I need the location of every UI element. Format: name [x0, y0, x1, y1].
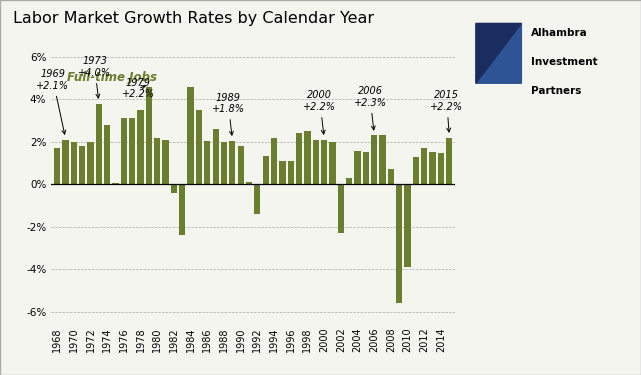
Bar — [213, 129, 219, 184]
Text: Alhambra: Alhambra — [531, 28, 588, 38]
Bar — [162, 140, 169, 184]
Bar — [388, 170, 394, 184]
Text: 1989
+1.8%: 1989 +1.8% — [212, 93, 245, 135]
Text: Investment: Investment — [531, 57, 597, 67]
Bar — [71, 142, 77, 184]
Text: 2015
+2.2%: 2015 +2.2% — [430, 90, 463, 132]
Polygon shape — [476, 23, 521, 83]
Bar — [179, 184, 185, 236]
Bar — [87, 142, 94, 184]
Bar — [146, 87, 152, 184]
Bar — [438, 153, 444, 184]
Text: 2006
+2.3%: 2006 +2.3% — [353, 86, 387, 130]
Bar — [204, 141, 210, 184]
Bar — [254, 184, 260, 214]
Bar — [96, 104, 102, 184]
Bar — [238, 146, 244, 184]
Bar — [429, 152, 436, 184]
Text: 1969
+2.1%: 1969 +2.1% — [37, 69, 69, 134]
Bar — [129, 118, 135, 184]
Text: Labor Market Growth Rates by Calendar Year: Labor Market Growth Rates by Calendar Ye… — [13, 11, 374, 26]
Bar — [187, 87, 194, 184]
Bar — [279, 161, 285, 184]
Bar — [379, 135, 386, 184]
Bar — [304, 131, 310, 184]
Bar — [263, 156, 269, 184]
Bar — [346, 178, 353, 184]
Bar — [329, 142, 336, 184]
Bar — [221, 142, 227, 184]
Bar — [154, 138, 160, 184]
Bar — [288, 161, 294, 184]
Bar — [246, 182, 252, 184]
Bar — [79, 146, 85, 184]
Bar — [296, 133, 302, 184]
Bar — [338, 184, 344, 233]
Bar — [404, 184, 411, 267]
Bar — [62, 140, 69, 184]
Bar — [112, 183, 119, 184]
Bar — [363, 152, 369, 184]
Bar — [137, 110, 144, 184]
Text: Full-time Jobs: Full-time Jobs — [67, 71, 158, 84]
Text: 1979
+2.2%: 1979 +2.2% — [122, 78, 154, 99]
Bar — [446, 138, 453, 184]
Bar — [354, 152, 361, 184]
Bar — [421, 148, 428, 184]
Bar — [196, 110, 202, 184]
Text: 2000
+2.2%: 2000 +2.2% — [303, 90, 337, 134]
Bar — [413, 157, 419, 184]
Bar — [171, 184, 177, 193]
Polygon shape — [476, 23, 521, 83]
Bar — [229, 141, 235, 184]
Bar — [313, 140, 319, 184]
Bar — [396, 184, 403, 303]
Bar — [271, 138, 277, 184]
Bar — [104, 125, 110, 184]
Text: 1973
+4.0%: 1973 +4.0% — [78, 56, 111, 98]
Bar — [321, 140, 328, 184]
Bar — [371, 135, 378, 184]
Bar — [54, 148, 60, 184]
Bar — [121, 118, 127, 184]
Text: Partners: Partners — [531, 86, 581, 96]
